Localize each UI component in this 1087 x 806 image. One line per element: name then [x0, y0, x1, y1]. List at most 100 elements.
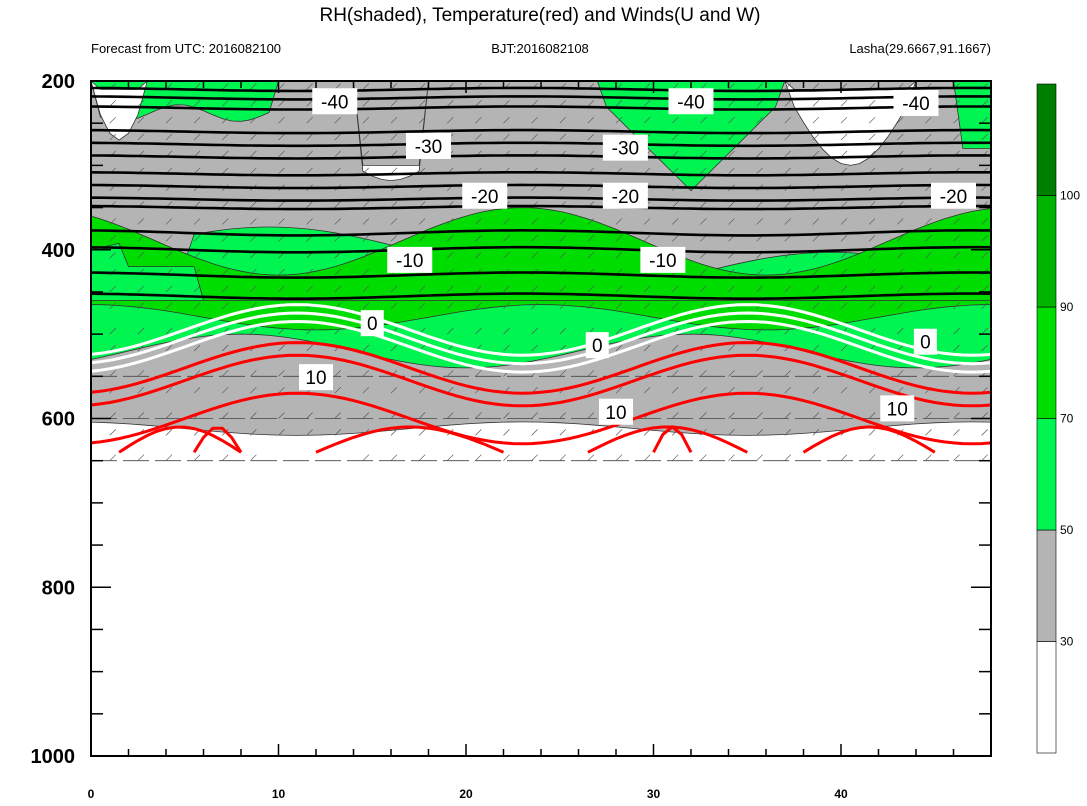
wind-barb [503, 412, 510, 419]
wind-barb [784, 133, 791, 141]
wind-barb [362, 370, 370, 377]
colorbar-segment [1036, 306, 1057, 419]
wind-barb [868, 116, 876, 124]
wind-barb [503, 116, 510, 124]
temperature-contour--40 [90, 95, 991, 101]
wind-barb [672, 201, 679, 208]
wind-barb [531, 344, 538, 352]
wind-barb [672, 302, 679, 310]
wind-barb [475, 327, 482, 335]
wind-barb [222, 100, 229, 107]
wind-barb [981, 218, 988, 225]
wind-barb [643, 302, 651, 310]
wind-barb [334, 150, 341, 158]
temperature-contour-10 [90, 391, 992, 446]
wind-barb [475, 370, 482, 377]
wind-barb [728, 150, 735, 158]
wind-barb [278, 218, 285, 225]
contour-label-box [931, 182, 976, 209]
wind-barb [250, 268, 257, 276]
wind-barb [475, 235, 482, 242]
wind-barb [981, 327, 988, 335]
wind-barb [559, 235, 566, 242]
temperature-contour--20 [90, 204, 991, 211]
contour-label-text: -10 [396, 251, 423, 272]
wind-barb [700, 218, 707, 225]
wind-barb [306, 150, 313, 158]
wind-barb [278, 150, 285, 158]
wind-barb [165, 344, 173, 352]
wind-barb [278, 429, 285, 436]
wind-barb [418, 116, 426, 124]
wind-barb [756, 218, 763, 225]
wind-barb [109, 344, 116, 352]
wind-barb [672, 133, 679, 141]
contour-label: 10 [299, 364, 333, 391]
wind-barb [868, 251, 876, 259]
wind-barb [615, 251, 623, 259]
wind-barb [559, 116, 566, 124]
wind-barb [643, 386, 651, 394]
wind-barb [390, 235, 398, 242]
wind-barb [222, 150, 229, 158]
wind-barb [250, 116, 257, 124]
wind-barb [897, 235, 904, 242]
wind-barb [222, 83, 229, 90]
wind-barb [700, 454, 707, 461]
wind-barb [475, 116, 482, 124]
wind-barb [615, 218, 623, 225]
temperature-contour--30 [91, 128, 992, 135]
wind-barb [615, 429, 623, 436]
wind-barb [362, 100, 370, 107]
y-tick-label: 800 [42, 577, 75, 599]
wind-barb [165, 454, 173, 461]
wind-barb [756, 83, 763, 90]
wind-barb [362, 454, 370, 461]
wind-barb [503, 344, 510, 352]
wind-barb [137, 370, 145, 377]
wind-barb [250, 285, 257, 293]
wind-barb [812, 133, 820, 141]
wind-barb [137, 327, 145, 335]
temperature-contour-0 [90, 303, 992, 357]
wind-barb [840, 268, 848, 276]
wind-barb [475, 429, 482, 436]
wind-barb [728, 83, 735, 90]
wind-barb [250, 201, 257, 208]
wind-barb [756, 429, 763, 436]
wind-barb [362, 412, 370, 419]
wind-barb [447, 116, 454, 124]
wind-barb [165, 133, 173, 141]
wind-barb [981, 285, 988, 293]
wind-barb [897, 302, 904, 310]
contour-label: -10 [387, 246, 433, 273]
contour-label-box [602, 134, 648, 161]
wind-barb [334, 201, 341, 208]
contour-label-box [406, 132, 451, 159]
wind-barb [222, 412, 229, 419]
temperature-contour-10-fragment [118, 425, 242, 454]
wind-barb [840, 133, 848, 141]
wind-barb [953, 302, 960, 310]
wind-barb [503, 327, 510, 335]
wind-barb [362, 201, 370, 208]
wind-barb [222, 133, 229, 141]
wind-barb [897, 454, 904, 461]
wind-barb [615, 454, 623, 461]
wind-barb [897, 251, 904, 259]
wind-barb [812, 386, 820, 394]
wind-barb [390, 344, 398, 352]
wind-barb [531, 251, 538, 259]
wind-barb [503, 454, 510, 461]
contour-label-box [387, 246, 433, 273]
wind-barb [390, 133, 398, 141]
wind-barb [193, 100, 201, 107]
wind-barb [109, 100, 116, 107]
wind-barb [700, 386, 707, 394]
wind-barb [784, 218, 791, 225]
wind-barb [700, 201, 707, 208]
wind-barb [447, 100, 454, 107]
wind-barb [362, 167, 370, 175]
wind-barb [728, 370, 735, 377]
